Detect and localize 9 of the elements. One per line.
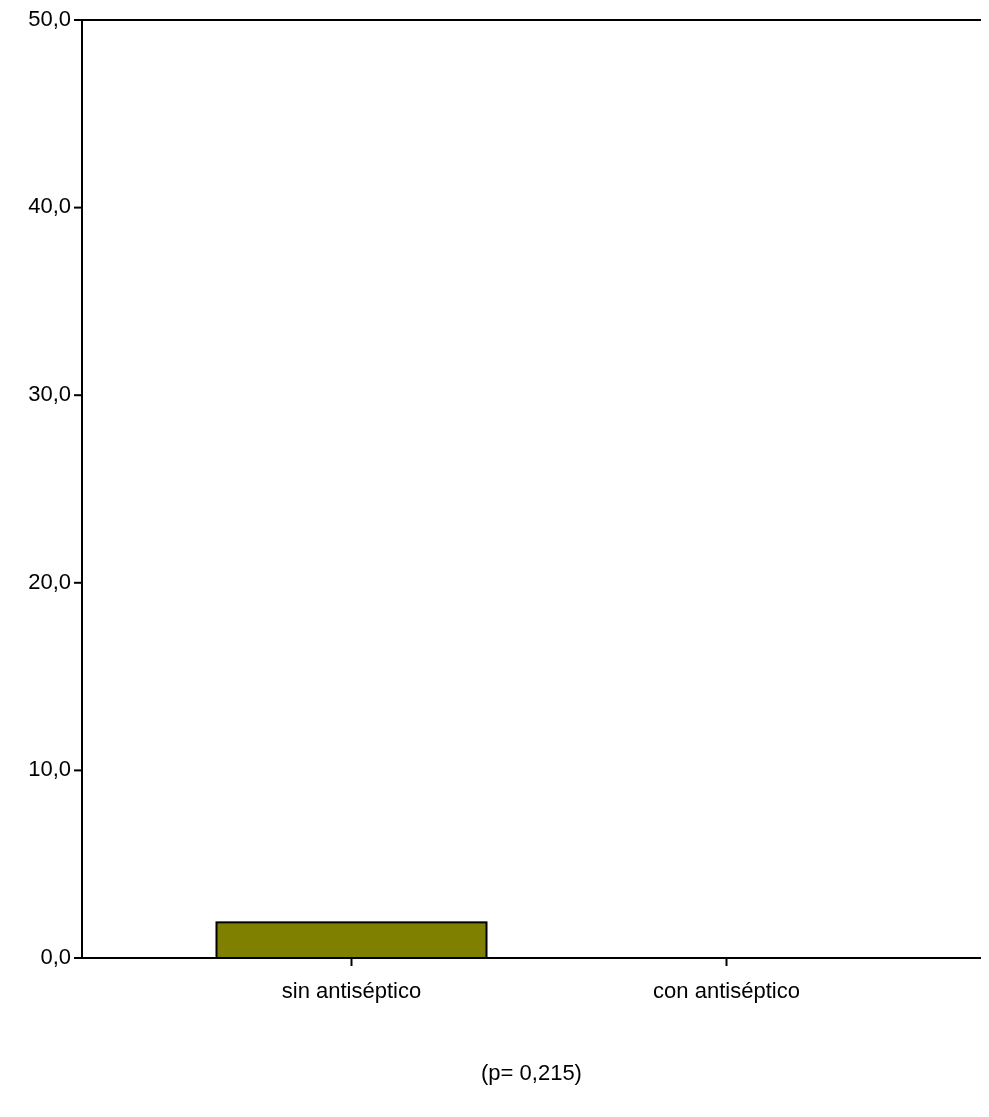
text: (p= 0,215): [481, 1060, 582, 1085]
y-tick-label: 10,0: [28, 756, 71, 782]
y-tick-label: 0,0: [40, 943, 71, 969]
y-tick-label: 30,0: [28, 381, 71, 407]
y-tick-label: 50,0: [28, 5, 71, 31]
x-tick-label: sin antiséptico: [281, 978, 422, 1003]
x-tick-label: con antiséptico: [653, 978, 800, 1003]
y-tick-label: 40,0: [28, 193, 71, 219]
y-tick-label: 20,0: [28, 568, 71, 594]
